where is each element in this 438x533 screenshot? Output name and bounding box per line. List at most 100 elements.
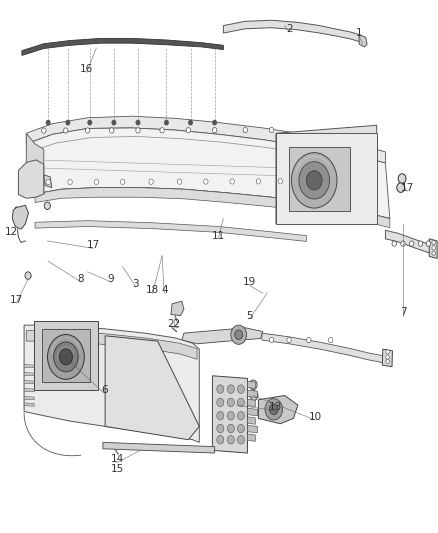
- Polygon shape: [385, 230, 436, 256]
- Circle shape: [230, 179, 234, 184]
- Text: 9: 9: [107, 274, 114, 284]
- Circle shape: [66, 120, 70, 125]
- Polygon shape: [262, 333, 385, 363]
- Circle shape: [432, 240, 435, 245]
- Circle shape: [250, 391, 258, 400]
- Polygon shape: [247, 408, 258, 416]
- Circle shape: [217, 411, 224, 420]
- Circle shape: [237, 424, 244, 433]
- Circle shape: [47, 335, 84, 379]
- Circle shape: [418, 241, 423, 246]
- Circle shape: [68, 180, 72, 185]
- Polygon shape: [182, 328, 263, 344]
- Circle shape: [269, 127, 274, 133]
- Text: 15: 15: [110, 464, 124, 474]
- Text: 17: 17: [10, 295, 23, 305]
- Circle shape: [46, 180, 50, 185]
- Text: 7: 7: [399, 307, 406, 317]
- Polygon shape: [247, 390, 258, 398]
- Polygon shape: [247, 381, 255, 389]
- Circle shape: [307, 337, 311, 343]
- Polygon shape: [35, 188, 390, 228]
- Circle shape: [269, 337, 274, 343]
- Circle shape: [217, 435, 224, 444]
- Polygon shape: [247, 417, 255, 424]
- Circle shape: [243, 127, 247, 133]
- Circle shape: [227, 411, 234, 420]
- Circle shape: [426, 241, 431, 246]
- Circle shape: [217, 385, 224, 393]
- Polygon shape: [22, 38, 223, 55]
- Text: 17: 17: [401, 183, 414, 193]
- Text: 3: 3: [132, 279, 139, 288]
- Circle shape: [204, 179, 208, 184]
- Polygon shape: [24, 373, 34, 376]
- Circle shape: [227, 424, 234, 433]
- Polygon shape: [24, 381, 34, 384]
- Polygon shape: [212, 376, 247, 453]
- Circle shape: [110, 128, 114, 133]
- Circle shape: [237, 435, 244, 444]
- Text: 19: 19: [243, 278, 256, 287]
- Circle shape: [217, 398, 224, 407]
- Polygon shape: [223, 20, 364, 44]
- Text: 16: 16: [80, 64, 93, 74]
- Polygon shape: [276, 125, 377, 224]
- Circle shape: [64, 128, 68, 133]
- Polygon shape: [247, 434, 255, 441]
- Circle shape: [328, 337, 333, 343]
- Circle shape: [227, 398, 234, 407]
- Polygon shape: [382, 349, 392, 367]
- Circle shape: [160, 127, 164, 133]
- Text: 17: 17: [87, 240, 100, 250]
- Circle shape: [189, 120, 192, 125]
- Polygon shape: [26, 330, 197, 359]
- Circle shape: [287, 337, 291, 343]
- Circle shape: [112, 120, 116, 125]
- Circle shape: [227, 435, 234, 444]
- Circle shape: [85, 128, 90, 133]
- Circle shape: [269, 404, 278, 415]
- Circle shape: [386, 355, 389, 359]
- Circle shape: [299, 161, 329, 199]
- Circle shape: [44, 202, 50, 209]
- Circle shape: [386, 350, 389, 354]
- Circle shape: [136, 120, 140, 125]
- Text: 4: 4: [161, 286, 168, 295]
- Circle shape: [227, 385, 234, 393]
- Circle shape: [177, 179, 182, 184]
- Circle shape: [186, 127, 191, 133]
- Circle shape: [213, 120, 216, 125]
- Circle shape: [432, 246, 435, 250]
- Polygon shape: [105, 336, 199, 440]
- Circle shape: [237, 411, 244, 420]
- Polygon shape: [24, 365, 34, 368]
- Polygon shape: [247, 399, 255, 407]
- Circle shape: [149, 179, 153, 184]
- Text: 11: 11: [212, 231, 225, 240]
- Circle shape: [237, 385, 244, 393]
- Polygon shape: [359, 35, 367, 47]
- Polygon shape: [103, 442, 215, 453]
- Circle shape: [249, 380, 257, 390]
- Text: 1: 1: [356, 28, 363, 38]
- Circle shape: [25, 272, 31, 279]
- Circle shape: [256, 179, 261, 184]
- Circle shape: [401, 241, 405, 246]
- Polygon shape: [289, 147, 350, 211]
- Circle shape: [235, 330, 243, 340]
- Circle shape: [392, 241, 396, 246]
- Text: 10: 10: [309, 412, 322, 422]
- Circle shape: [398, 174, 406, 183]
- Circle shape: [410, 241, 414, 246]
- Polygon shape: [44, 175, 52, 188]
- Polygon shape: [24, 397, 34, 400]
- Circle shape: [278, 179, 283, 184]
- Text: 6: 6: [101, 385, 108, 395]
- Polygon shape: [429, 239, 437, 259]
- Text: 5: 5: [246, 311, 253, 320]
- Circle shape: [42, 128, 46, 133]
- Circle shape: [217, 424, 224, 433]
- Polygon shape: [26, 128, 390, 219]
- Text: 12: 12: [5, 227, 18, 237]
